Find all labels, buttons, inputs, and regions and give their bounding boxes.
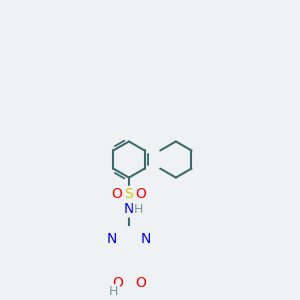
Text: N: N — [106, 232, 117, 246]
Text: O: O — [112, 187, 122, 201]
Text: O: O — [112, 276, 123, 290]
Text: H: H — [134, 203, 143, 216]
Text: O: O — [136, 187, 146, 201]
Text: O: O — [135, 276, 146, 290]
Text: H: H — [109, 286, 119, 298]
Text: N: N — [141, 232, 151, 246]
Text: N: N — [124, 202, 134, 216]
Text: S: S — [124, 187, 133, 201]
